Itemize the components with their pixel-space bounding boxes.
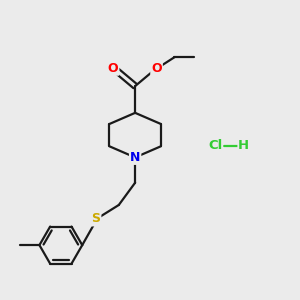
Text: S: S: [92, 212, 100, 226]
Text: H: H: [238, 139, 249, 152]
Text: N: N: [130, 151, 140, 164]
Text: O: O: [108, 62, 118, 75]
Text: O: O: [151, 62, 162, 75]
Text: Cl: Cl: [208, 139, 223, 152]
